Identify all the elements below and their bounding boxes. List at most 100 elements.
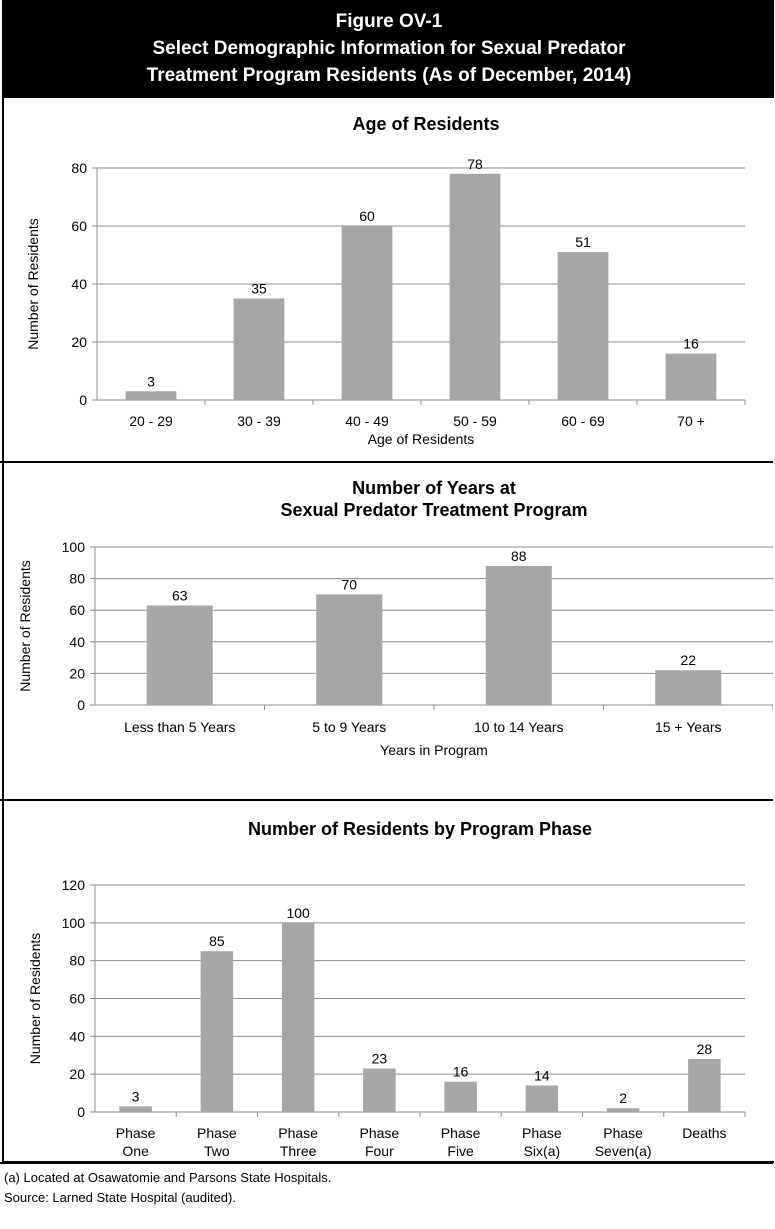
category-label: Three [280,1143,317,1159]
data-label: 78 [467,156,483,172]
figure-header: Figure OV-1 Select Demographic Informati… [4,2,774,98]
data-label: 14 [534,1068,550,1084]
footnotes: (a) Located at Osawatomie and Parsons St… [4,1168,331,1208]
category-label: Phase [441,1125,481,1141]
y-tick-label: 40 [69,1028,85,1044]
category-label: Phase [116,1125,156,1141]
data-label: 60 [359,208,375,224]
chart-title: Number of Residents by Program Phase [248,819,592,839]
y-tick-label: 80 [69,571,85,587]
bar [444,1081,477,1112]
category-label: 40 - 49 [345,413,389,429]
bar [281,922,315,1112]
divider-1 [0,461,773,463]
bar [146,605,213,705]
bar [449,173,501,400]
bar [363,1068,396,1112]
category-label: 15 + Years [655,719,722,735]
category-label: Phase [603,1125,643,1141]
data-label: 3 [132,1088,140,1104]
y-tick-label: 0 [77,1104,85,1120]
bar [665,353,717,400]
y-tick-label: 100 [62,915,86,931]
figure-number: Figure OV-1 [335,11,443,32]
figure-title-line-2: Treatment Program Residents (As of Decem… [146,65,632,86]
category-label: 50 - 59 [453,413,497,429]
y-tick-label: 0 [77,697,85,713]
y-tick-label: 20 [71,334,87,350]
y-tick-label: 60 [71,218,87,234]
data-label: 16 [683,336,699,352]
y-tick-label: 80 [69,953,85,969]
footnote-a: (a) Located at Osawatomie and Parsons St… [4,1170,332,1185]
bar [655,670,722,705]
y-tick-label: 40 [71,276,87,292]
bar [606,1108,640,1112]
y-tick-label: 40 [69,634,85,650]
bar [688,1059,721,1112]
data-label: 35 [251,281,267,297]
data-label: 100 [286,905,310,921]
y-tick-label: 0 [79,392,87,408]
category-label: Phase [278,1125,318,1141]
divider-2 [0,799,773,801]
program-phase-chart: Number of Residents by Program Phase 0 20 4… [27,819,746,1159]
category-label: Four [365,1143,394,1159]
category-label: Seven(a) [595,1143,652,1159]
category-label: Deaths [682,1125,726,1141]
data-label: 2 [619,1090,627,1106]
category-label: Two [204,1143,230,1159]
category-label: 30 - 39 [237,413,281,429]
bar [557,252,609,400]
bar [525,1085,559,1112]
y-tick-label: 80 [71,160,87,176]
data-label: 70 [341,576,357,592]
category-label: Six(a) [524,1143,561,1159]
y-tick-label: 60 [69,991,85,1007]
category-label: Less than 5 Years [124,719,235,735]
source-note: Source: Larned State Hospital (audited). [4,1190,236,1205]
data-label: 28 [697,1041,713,1057]
bar [341,226,393,400]
y-tick-label: 100 [62,539,86,555]
data-label: 16 [453,1064,469,1080]
bar [233,298,285,400]
x-axis-label: Age of Residents [368,431,475,447]
category-label: Phase [197,1125,237,1141]
chart-title: Sexual Predator Treatment Program [280,500,587,520]
category-label: 60 - 69 [561,413,605,429]
y-axis-label: Number of Residents [27,933,43,1065]
figure-frame: Figure OV-1 Select Demographic Informati… [2,0,774,1163]
y-tick-label: 20 [69,1066,85,1082]
y-tick-label: 20 [69,665,85,681]
divider-3 [0,1162,773,1164]
y-tick-label: 120 [62,877,86,893]
bar [200,951,234,1112]
figure-title-line-1: Select Demographic Information for Sexua… [152,38,626,59]
category-label: 20 - 29 [129,413,173,429]
y-axis-label: Number of Residents [17,560,33,692]
bar [485,565,552,705]
category-label: Phase [360,1125,400,1141]
bar [316,594,383,705]
data-label: 23 [372,1050,388,1066]
category-label: 70 + [677,413,705,429]
category-label: 10 to 14 Years [474,719,564,735]
bar [125,391,177,400]
category-label: Five [447,1143,474,1159]
data-label: 51 [575,234,591,250]
data-label: 85 [209,933,225,949]
category-label: Phase [522,1125,562,1141]
age-of-residents-chart: Age of Residents 0 20 40 60 80 Number of Resid… [25,114,746,447]
bar [119,1106,152,1112]
data-label: 3 [147,373,155,389]
chart-title: Number of Years at [352,478,516,498]
x-axis-label: Years in Program [380,742,488,758]
category-label: One [122,1143,149,1159]
data-label: 88 [511,548,527,564]
y-axis-label: Number of Residents [25,218,41,350]
data-label: 22 [680,652,696,668]
data-label: 63 [172,587,188,603]
y-tick-label: 60 [69,602,85,618]
